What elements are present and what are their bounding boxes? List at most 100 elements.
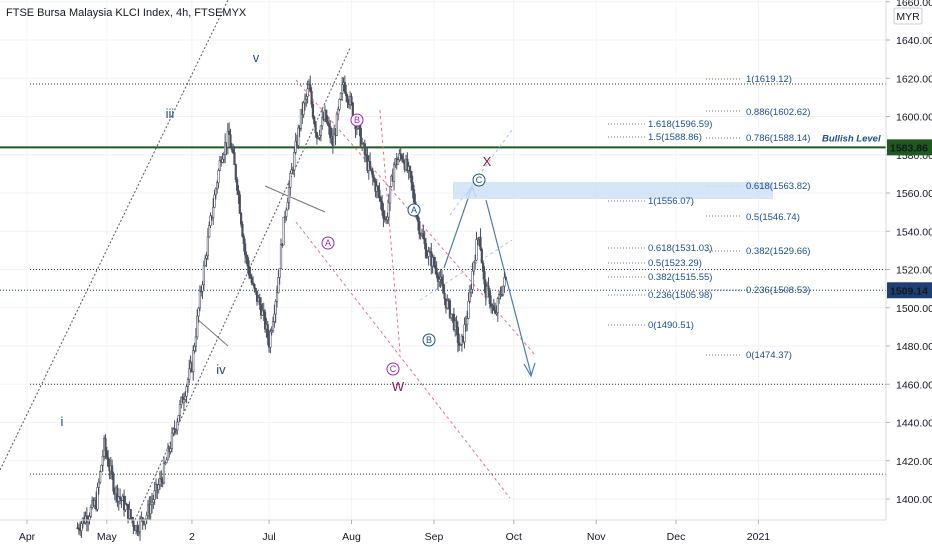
time-axis[interactable]: Apr May 2 Jul Aug Sep Oct Nov Dec 2021 xyxy=(19,520,770,543)
candle-body xyxy=(339,92,342,100)
candle-body xyxy=(365,154,368,156)
rising-channel-lower xyxy=(134,47,351,521)
fib-level-label: 0.618(1531.03) xyxy=(648,243,712,254)
candle-body xyxy=(285,209,288,217)
wave-label: X xyxy=(483,154,492,169)
candle-body xyxy=(379,197,382,202)
candle-body xyxy=(338,99,341,110)
candle-body xyxy=(222,154,225,160)
candle-body xyxy=(232,149,235,153)
candle-body xyxy=(319,125,323,136)
candle-body xyxy=(216,182,219,190)
candle-body xyxy=(337,108,340,115)
candle-body xyxy=(369,161,372,170)
candle-body xyxy=(165,459,168,464)
candle-body xyxy=(416,216,420,222)
candle-body xyxy=(157,484,160,491)
y-tick-label: 1620.00 xyxy=(896,73,932,85)
candle-body xyxy=(459,344,462,346)
candle-body xyxy=(250,277,253,284)
x-tick-label: Aug xyxy=(342,531,361,543)
candle-body xyxy=(118,496,122,500)
wave-circle-marker xyxy=(422,333,436,347)
x-tick-label: May xyxy=(97,531,118,543)
x-tick-label: Jul xyxy=(262,531,275,543)
candle-body xyxy=(208,225,211,238)
candle-body xyxy=(80,523,83,531)
candle-body xyxy=(178,404,182,416)
currency-badge[interactable] xyxy=(893,7,923,25)
candle-body xyxy=(263,311,267,330)
candle-body xyxy=(458,342,461,346)
candle-body xyxy=(388,186,392,204)
candle-body xyxy=(169,448,172,452)
candle-body xyxy=(503,277,506,287)
candle-body xyxy=(138,518,142,533)
candle-body xyxy=(468,291,471,302)
y-tick-label: 1480.00 xyxy=(896,341,932,353)
bullish-level-price-label: 1583.86 xyxy=(890,142,928,154)
candle-body xyxy=(424,243,428,258)
price-tags: 1583.86 1509.14 xyxy=(887,139,932,299)
candle-body xyxy=(192,350,195,372)
candle-body xyxy=(188,368,191,380)
candle-body xyxy=(297,127,300,146)
y-tick-label: 1600.00 xyxy=(896,112,932,124)
candle-body xyxy=(107,456,110,467)
candle-body xyxy=(335,113,338,136)
projection-arrow-up xyxy=(443,186,473,269)
candle-body xyxy=(435,267,438,276)
candle-body xyxy=(228,130,231,135)
candle-body xyxy=(172,428,175,434)
candle-body xyxy=(487,285,490,291)
bullish-level-label: Bullish Level xyxy=(822,133,881,144)
fib-level-label: 0.236(1508.53) xyxy=(746,285,810,296)
candle-body xyxy=(303,98,307,104)
wave-circle-marker xyxy=(386,362,400,376)
candle-body xyxy=(474,259,477,263)
candle-body xyxy=(173,428,176,431)
wave-circle-marker xyxy=(472,173,486,187)
candle-body xyxy=(277,277,280,293)
candle-body xyxy=(283,216,287,218)
candle-body xyxy=(475,239,478,261)
candle-body xyxy=(122,495,126,511)
candle-body xyxy=(480,249,483,264)
gridlines xyxy=(0,0,886,520)
candle-body xyxy=(498,294,501,299)
candle-body xyxy=(212,206,215,218)
candle-body xyxy=(217,170,220,184)
candle-body xyxy=(442,283,445,294)
y-tick-label: 1460.00 xyxy=(896,379,932,391)
candle-body xyxy=(329,126,332,139)
x-tick-label: Nov xyxy=(587,531,606,543)
candle-body xyxy=(492,305,495,311)
candle-body xyxy=(200,290,203,293)
candle-body xyxy=(170,432,174,449)
candle-body xyxy=(241,223,244,237)
candle-body xyxy=(164,462,167,465)
y-tick-label: 1500.00 xyxy=(896,303,932,315)
candle-body xyxy=(88,516,91,520)
y-tick-label: 1440.00 xyxy=(896,418,932,430)
y-tick-label: 1660.00 xyxy=(896,0,932,9)
candle-body xyxy=(359,128,362,148)
candle-body xyxy=(275,292,279,302)
minor-trend-line xyxy=(264,185,326,213)
candles xyxy=(76,75,507,541)
candle-body xyxy=(396,159,400,165)
candle-body xyxy=(77,527,80,531)
candle-body xyxy=(426,256,429,258)
wave-circle-marker xyxy=(407,203,421,217)
price-axis[interactable]: 1400.00 1420.00 1440.00 1460.00 1480.00 1500.… xyxy=(886,0,932,506)
candle-body xyxy=(186,379,190,387)
candle-body xyxy=(418,221,421,235)
wave-label: iv xyxy=(216,362,226,377)
candle-body xyxy=(327,123,330,127)
candle-body xyxy=(392,164,396,182)
wave-label: i xyxy=(61,414,64,429)
candle-body xyxy=(96,487,99,510)
fib-level-label: 0.786(1588.14) xyxy=(746,133,810,144)
candle-body xyxy=(214,188,217,196)
